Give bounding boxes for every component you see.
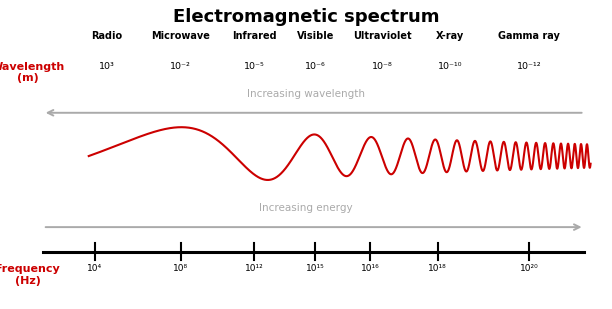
Text: 10⁻²: 10⁻²	[170, 62, 191, 71]
Text: 10⁻⁵: 10⁻⁵	[244, 62, 264, 71]
Text: X-ray: X-ray	[436, 31, 464, 41]
Text: Infrared: Infrared	[232, 31, 276, 41]
Text: Radio: Radio	[92, 31, 122, 41]
Text: 10⁸: 10⁸	[173, 264, 188, 273]
Text: Increasing energy: Increasing energy	[259, 203, 353, 213]
Text: Wavelength
(m): Wavelength (m)	[0, 62, 65, 83]
Text: 10¹²: 10¹²	[245, 264, 263, 273]
Text: 10²⁰: 10²⁰	[520, 264, 539, 273]
Text: 10¹⁸: 10¹⁸	[428, 264, 447, 273]
Text: Increasing wavelength: Increasing wavelength	[247, 89, 365, 99]
Text: Ultraviolet: Ultraviolet	[353, 31, 412, 41]
Text: Microwave: Microwave	[151, 31, 210, 41]
Text: 10³: 10³	[99, 62, 115, 71]
Text: Frequency
(Hz): Frequency (Hz)	[0, 264, 60, 286]
Text: 10¹⁵: 10¹⁵	[306, 264, 324, 273]
Text: 10⁻⁸: 10⁻⁸	[372, 62, 393, 71]
Text: 10⁴: 10⁴	[88, 264, 102, 273]
Text: Gamma ray: Gamma ray	[498, 31, 561, 41]
Text: 10¹⁶: 10¹⁶	[361, 264, 379, 273]
Text: Visible: Visible	[296, 31, 334, 41]
Text: Electromagnetic spectrum: Electromagnetic spectrum	[173, 8, 439, 26]
Text: 10⁻¹²: 10⁻¹²	[517, 62, 542, 71]
Text: 10⁻¹⁰: 10⁻¹⁰	[438, 62, 462, 71]
Text: 10⁻⁶: 10⁻⁶	[305, 62, 326, 71]
